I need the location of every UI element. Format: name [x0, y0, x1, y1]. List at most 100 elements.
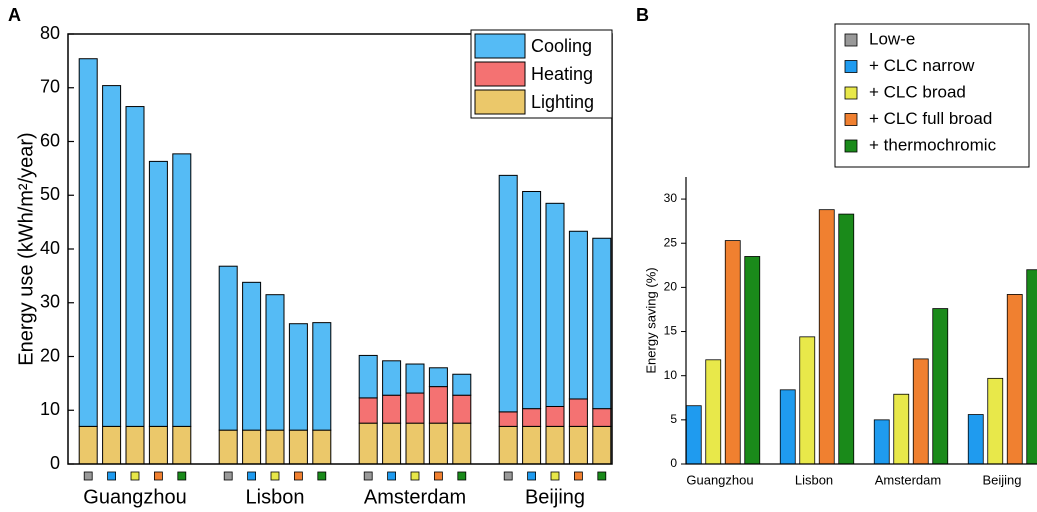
glazing-swatch [153, 471, 163, 481]
glazing-swatch [247, 471, 257, 481]
y-tick-label: 20 [664, 280, 678, 294]
bar-segment [522, 190, 542, 410]
bar [779, 389, 796, 465]
glazing-swatch [550, 471, 560, 481]
bar-segment [265, 294, 285, 431]
bar-segment [452, 373, 472, 396]
bar-segment [405, 422, 425, 465]
bar [912, 358, 929, 465]
glazing-swatch [457, 471, 467, 481]
bar-segment [288, 429, 308, 465]
legend-label: + thermochromic [869, 135, 997, 154]
glazing-swatch [387, 471, 397, 481]
legend-swatch [844, 86, 858, 100]
bar-segment [545, 202, 565, 407]
x-group-label: Lisbon [246, 486, 305, 508]
legend-swatch [474, 33, 526, 59]
panel-label: A [8, 5, 21, 25]
bar-segment [288, 323, 308, 431]
plot-frame [67, 33, 613, 465]
bar-segment [358, 397, 378, 424]
bar [799, 336, 816, 465]
glazing-swatch [223, 471, 233, 481]
y-tick-label: 20 [40, 345, 60, 365]
bar-segment [312, 429, 332, 465]
bar-segment [428, 367, 448, 388]
legend-swatch [844, 113, 858, 126]
axis-line [685, 177, 1037, 465]
legend-swatch [844, 60, 858, 73]
bar-segment [545, 405, 565, 427]
glazing-swatch [130, 471, 140, 481]
bar-segment [452, 422, 472, 465]
bar-segment [312, 322, 332, 431]
y-tick-label: 10 [40, 399, 60, 419]
glazing-swatch [527, 471, 536, 481]
y-tick-label: 40 [40, 238, 60, 258]
bar-segment [568, 230, 588, 400]
legend-box [834, 23, 1030, 168]
bar-segment [498, 174, 518, 413]
y-tick-label: 80 [40, 23, 60, 43]
bar-segment [78, 425, 98, 465]
bar-segment [592, 237, 612, 410]
y-tick-label: 60 [40, 130, 60, 150]
bar-segment [592, 408, 612, 427]
bar-segment [102, 85, 122, 427]
bar [873, 419, 890, 465]
glazing-swatch [107, 471, 116, 481]
y-axis-label: Energy saving (%) [643, 267, 658, 373]
bar-segment [78, 58, 98, 427]
bar-segment [545, 425, 565, 465]
x-group-label: Amsterdam [364, 486, 466, 508]
bar [987, 377, 1004, 465]
y-tick-label: 10 [664, 368, 678, 382]
bar-segment [568, 398, 588, 427]
bar-segment [498, 425, 518, 465]
bar-segment [148, 425, 168, 465]
glazing-swatch [503, 471, 513, 481]
legend-label: + CLC narrow [869, 56, 975, 75]
x-group-label: Beijing [525, 486, 585, 508]
bar-segment [125, 425, 145, 465]
x-group-label: Guangzhou [83, 486, 186, 508]
legend-label: Low-e [869, 29, 915, 48]
legend-swatch [474, 89, 526, 115]
bar-segment [172, 153, 192, 427]
bar-segment [172, 425, 192, 465]
glazing-swatch [317, 471, 327, 481]
y-axis-label: Energy use (kWh/m²/year) [15, 132, 37, 365]
bar [818, 209, 835, 465]
y-tick-label: 5 [670, 412, 677, 426]
glazing-swatch [433, 471, 443, 481]
panel-label: B [636, 5, 649, 25]
bar-segment [498, 411, 518, 427]
bar [1026, 269, 1037, 465]
legend-swatch [844, 139, 858, 153]
y-tick-label: 30 [40, 292, 60, 312]
bar-segment [148, 160, 168, 427]
legend-swatch [844, 33, 858, 47]
glazing-swatch [597, 471, 607, 481]
bar-segment [218, 429, 238, 465]
glazing-swatch [363, 471, 373, 481]
legend-label: Cooling [531, 36, 592, 56]
bar-segment [102, 425, 122, 465]
x-tick-label: Beijing [982, 472, 1021, 487]
bar-segment [428, 422, 448, 465]
x-tick-label: Guangzhou [686, 472, 753, 487]
legend-label: Heating [531, 64, 593, 84]
bar-segment [522, 425, 542, 465]
bar [744, 256, 761, 465]
bar-segment [218, 265, 238, 431]
glazing-swatch [293, 471, 303, 481]
bar [724, 240, 741, 465]
glazing-swatch [410, 471, 420, 481]
bar-segment [405, 392, 425, 424]
bar-segment [242, 281, 262, 431]
bar [1006, 294, 1023, 465]
bar-segment [358, 354, 378, 399]
bar [932, 308, 949, 465]
bar-segment [358, 422, 378, 465]
